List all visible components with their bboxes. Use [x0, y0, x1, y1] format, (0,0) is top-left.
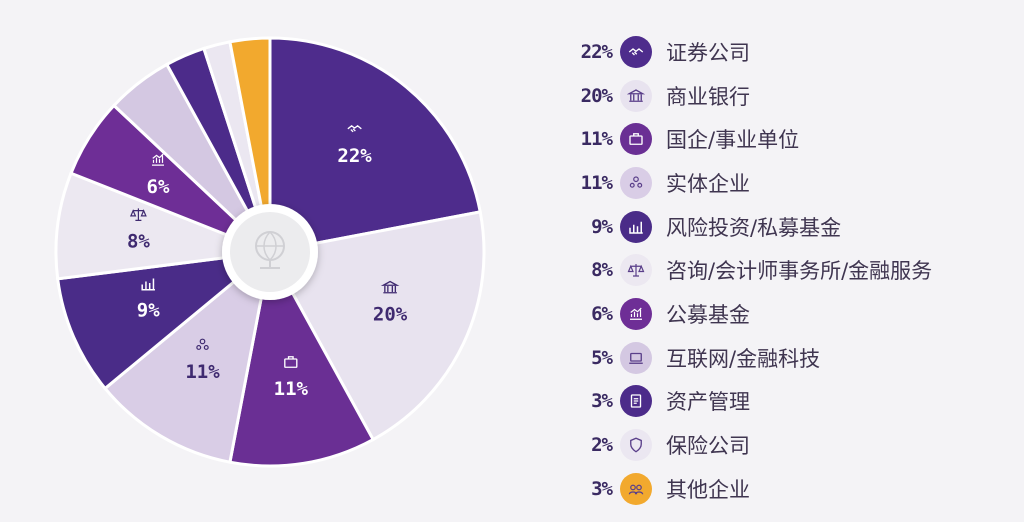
- briefcase-icon: [284, 356, 298, 368]
- bar-chart-icon: [620, 210, 652, 243]
- legend-label: 风险投资/私募基金: [666, 215, 842, 240]
- group-icon: [620, 472, 652, 505]
- slice-label: 6%: [147, 176, 170, 198]
- legend: 22% 证券公司 20% 商业银行 11% 国企/事业单位 11% 实体企业 9% 风险投资/私募…: [560, 30, 1010, 511]
- legend-value: 6%: [591, 302, 613, 325]
- document-icon: [620, 385, 652, 418]
- legend-item: 20% 商业银行: [560, 74, 1010, 118]
- legend-value: 8%: [591, 259, 613, 282]
- slice-label: 9%: [137, 300, 160, 322]
- people-icon: [196, 338, 209, 350]
- rising-chart-icon: [152, 153, 164, 166]
- legend-label: 保险公司: [666, 434, 750, 459]
- legend-value: 22%: [580, 40, 613, 63]
- legend-value: 11%: [580, 171, 613, 194]
- legend-item: 22% 证券公司: [560, 30, 1010, 74]
- pie-slice: [54, 171, 271, 281]
- slice-label: 20%: [373, 304, 408, 326]
- slice-label: 11%: [274, 378, 309, 400]
- pie-slices: [54, 36, 486, 468]
- legend-value: 2%: [591, 434, 613, 457]
- legend-value: 9%: [591, 215, 613, 238]
- legend-label: 资产管理: [666, 390, 750, 415]
- laptop-icon: [620, 341, 652, 374]
- legend-label: 国企/事业单位: [666, 128, 800, 153]
- legend-item: 9% 风险投资/私募基金: [560, 205, 1010, 249]
- handshake-icon: [347, 124, 362, 133]
- pie-slice: [228, 247, 376, 468]
- scales-icon: [129, 208, 147, 221]
- legend-label: 证券公司: [666, 40, 750, 65]
- legend-label: 实体企业: [666, 171, 750, 196]
- legend-item: 11% 国企/事业单位: [560, 117, 1010, 161]
- legend-item: 3% 资产管理: [560, 380, 1010, 424]
- legend-item: 2% 保险公司: [560, 423, 1010, 467]
- legend-label: 互联网/金融科技: [666, 346, 821, 371]
- slice-label: 11%: [185, 361, 220, 383]
- legend-item: 11% 实体企业: [560, 161, 1010, 205]
- rising-chart-icon: [620, 297, 652, 330]
- legend-value: 3%: [591, 477, 613, 500]
- legend-value: 20%: [580, 84, 613, 107]
- bar-chart-icon: [141, 278, 155, 291]
- legend-item: 6% 公募基金: [560, 292, 1010, 336]
- legend-item: 5% 互联网/金融科技: [560, 336, 1010, 380]
- pie-slice-labels: 22% 20% 11% 11% 9% 8% 6%: [127, 124, 408, 400]
- center-globe: [222, 204, 318, 300]
- legend-value: 11%: [580, 128, 613, 151]
- legend-label: 其他企业: [666, 477, 750, 502]
- bank-icon: [620, 79, 652, 112]
- people-icon: [620, 166, 652, 199]
- slice-label: 8%: [127, 230, 150, 252]
- scales-icon: [620, 254, 652, 287]
- legend-value: 5%: [591, 346, 613, 369]
- bank-icon: [380, 280, 400, 294]
- pie-slice: [56, 249, 275, 391]
- legend-label: 公募基金: [666, 302, 750, 327]
- handshake-icon: [620, 35, 652, 68]
- pie-slice: [228, 36, 272, 253]
- legend-value: 3%: [591, 390, 613, 413]
- pie-slice: [267, 210, 486, 442]
- legend-label: 商业银行: [666, 84, 750, 109]
- legend-label: 咨询/会计师事务所/金融服务: [666, 259, 933, 284]
- legend-item: 3% 其他企业: [560, 467, 1010, 511]
- shield-icon: [620, 429, 652, 462]
- slice-label: 22%: [337, 145, 372, 167]
- legend-item: 8% 咨询/会计师事务所/金融服务: [560, 248, 1010, 292]
- pie-slice: [268, 36, 482, 254]
- pie-slice: [102, 248, 273, 464]
- briefcase-icon: [620, 123, 652, 156]
